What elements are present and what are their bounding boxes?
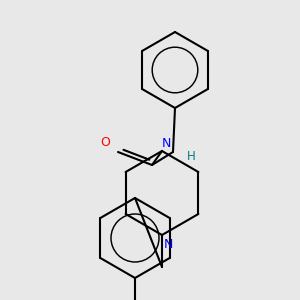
Text: N: N [164,238,173,251]
Text: H: H [187,149,196,163]
Text: O: O [100,136,110,149]
Text: N: N [162,137,171,150]
